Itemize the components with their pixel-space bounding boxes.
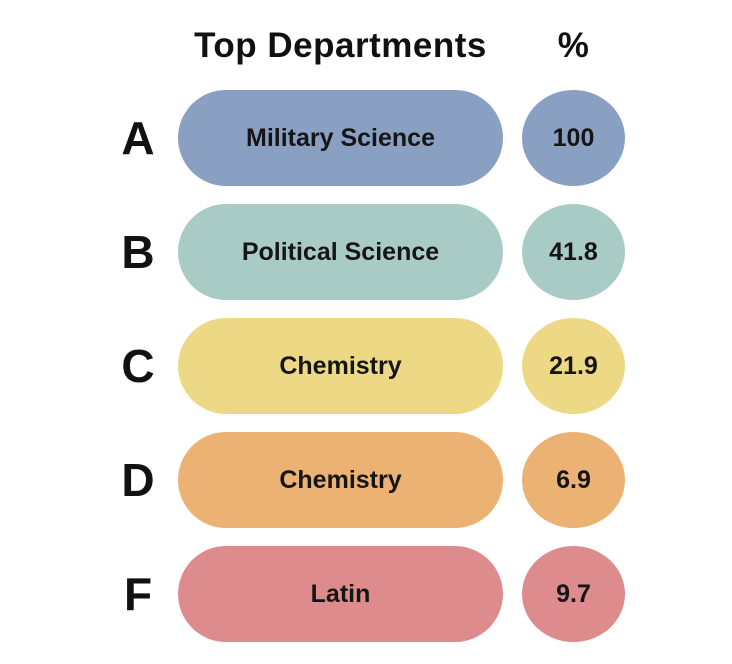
percent-circle: 9.7	[522, 546, 625, 642]
department-pill: Chemistry	[178, 318, 503, 414]
department-name: Chemistry	[279, 465, 402, 494]
grade-label: C	[121, 340, 155, 392]
department-row-b: B Political Science 41.8	[0, 204, 732, 300]
department-pill: Latin	[178, 546, 503, 642]
department-name: Military Science	[246, 123, 435, 152]
department-row-c: C Chemistry 21.9	[0, 318, 732, 414]
percent-column-header: %	[557, 26, 590, 65]
chart-title: Top Departments	[194, 26, 487, 65]
department-name: Latin	[310, 579, 371, 608]
grade-label: D	[121, 454, 155, 506]
department-row-f: F Latin 9.7	[0, 546, 732, 642]
percent-value: 100	[552, 123, 595, 152]
department-pill: Military Science	[178, 90, 503, 186]
percent-value: 6.9	[556, 465, 591, 494]
percent-circle: 100	[522, 90, 625, 186]
department-name: Chemistry	[279, 351, 402, 380]
percent-circle: 41.8	[522, 204, 625, 300]
percent-circle: 21.9	[522, 318, 625, 414]
percent-value: 41.8	[549, 237, 598, 266]
grade-label: F	[123, 568, 153, 620]
rows-container: A Military Science 100 B Political Scien…	[0, 90, 732, 642]
department-name: Political Science	[241, 237, 440, 266]
percent-circle: 6.9	[522, 432, 625, 528]
department-row-a: A Military Science 100	[0, 90, 732, 186]
percent-value: 9.7	[556, 579, 591, 608]
department-pill: Political Science	[178, 204, 503, 300]
department-row-d: D Chemistry 6.9	[0, 432, 732, 528]
department-pill: Chemistry	[178, 432, 503, 528]
header-row: Top Departments %	[0, 26, 732, 66]
percent-value: 21.9	[549, 351, 598, 380]
grade-label: B	[121, 226, 155, 278]
grade-label: A	[121, 112, 155, 164]
